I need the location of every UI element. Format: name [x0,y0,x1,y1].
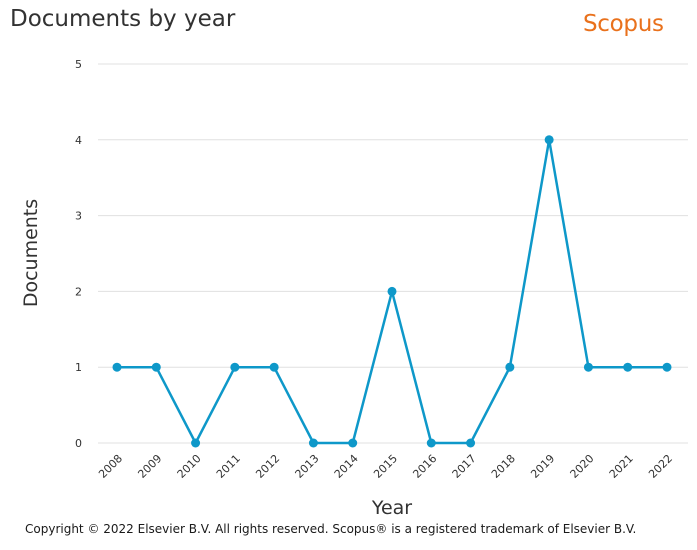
x-tick-label: 2018 [489,452,518,481]
x-tick-label: 2009 [135,452,164,481]
scopus-logo[interactable]: Scopus [583,11,664,37]
data-point[interactable] [151,362,161,372]
chart-title: Documents by year [10,6,236,32]
data-point[interactable] [505,362,515,372]
y-tick-label: 4 [75,134,82,147]
x-tick-label: 2010 [175,452,204,481]
data-point[interactable] [230,362,240,372]
y-axis-label: Documents [20,199,42,307]
x-tick-label: 2020 [568,452,597,481]
data-point[interactable] [662,362,672,372]
data-point[interactable] [112,362,122,372]
x-tick-label: 2008 [96,452,125,481]
y-tick-label: 0 [75,437,82,450]
x-tick-label: 2012 [253,452,282,481]
data-point[interactable] [583,362,593,372]
data-point[interactable] [348,438,358,448]
x-tick-label: 2019 [528,452,557,481]
data-point[interactable] [269,362,279,372]
gridlines [98,63,688,444]
y-tick-label: 1 [75,361,82,374]
y-axis-ticks: 0 1 2 3 4 5 [75,58,82,450]
y-tick-label: 3 [75,210,82,223]
data-point[interactable] [544,135,554,145]
data-point[interactable] [191,438,201,448]
copyright-notice: Copyright © 2022 Elsevier B.V. All right… [25,522,637,536]
x-tick-label: 2011 [214,452,243,481]
x-tick-label: 2017 [450,452,479,481]
data-point[interactable] [623,362,633,372]
data-point[interactable] [308,438,318,448]
x-tick-label: 2014 [332,452,361,481]
x-axis-ticks: 2008 2009 2010 2011 2012 2013 2014 2015 2016 2017… [96,452,675,481]
x-tick-label: 2016 [410,452,439,481]
x-axis-label: Year [371,497,412,519]
data-point[interactable] [387,286,397,296]
data-point[interactable] [466,438,476,448]
y-tick-label: 2 [75,285,82,298]
x-tick-label: 2015 [371,452,400,481]
x-tick-label: 2013 [293,452,322,481]
data-point[interactable] [426,438,436,448]
series-documents [112,135,672,448]
y-tick-label: 5 [75,58,82,71]
x-tick-label: 2022 [646,452,675,481]
x-tick-label: 2021 [607,452,636,481]
